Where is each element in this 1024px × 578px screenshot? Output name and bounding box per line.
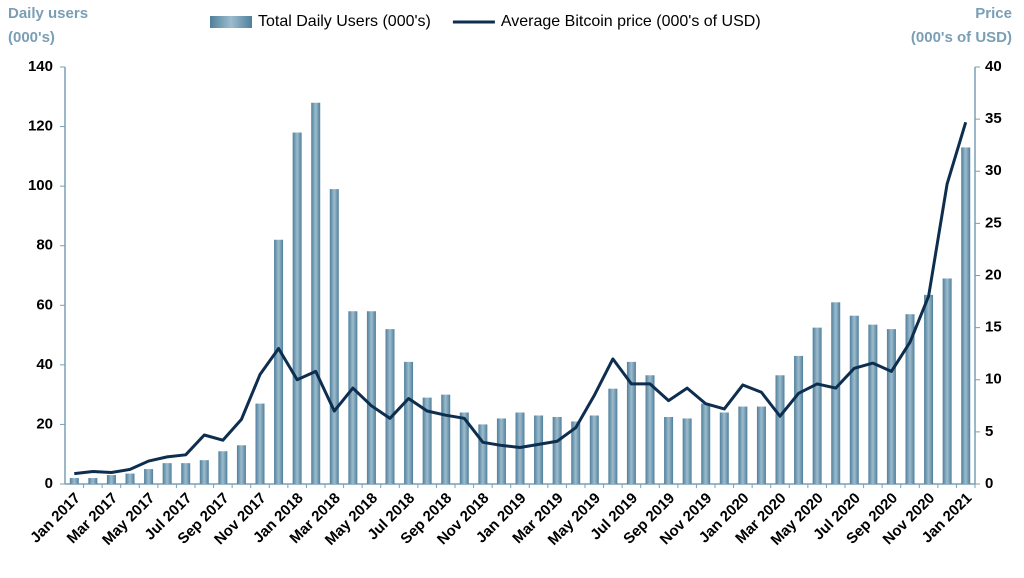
bar: [88, 478, 98, 484]
bar: [571, 421, 581, 484]
bar: [255, 403, 265, 484]
y-axis-title: (000's): [8, 29, 55, 46]
bar: [589, 415, 599, 484]
y2-axis-title: (000's of USD): [911, 29, 1012, 46]
bar: [125, 473, 135, 484]
bar: [366, 311, 376, 484]
legend-label: Average Bitcoin price (000's of USD): [501, 13, 761, 30]
bar: [608, 388, 618, 484]
y2-tick-label: 0: [985, 475, 993, 492]
bar: [181, 463, 191, 484]
y2-tick-label: 25: [985, 214, 1002, 231]
y-tick-label: 20: [36, 415, 53, 432]
y2-tick-label: 40: [985, 58, 1002, 75]
bar: [664, 416, 674, 484]
y-tick-label: 140: [28, 58, 53, 75]
bar: [422, 397, 432, 484]
bar: [348, 311, 358, 484]
y-axis-title: Daily users: [8, 5, 88, 22]
bar: [682, 418, 692, 484]
legend-swatch: [210, 16, 252, 28]
bar: [905, 314, 915, 484]
y2-tick-label: 30: [985, 162, 1002, 179]
y2-tick-label: 5: [985, 423, 993, 440]
y2-tick-label: 35: [985, 110, 1002, 127]
y-tick-label: 80: [36, 237, 53, 254]
bar: [849, 315, 859, 484]
y-tick-label: 0: [45, 475, 53, 492]
y-tick-label: 120: [28, 118, 53, 135]
bar: [496, 418, 506, 484]
bar: [236, 445, 246, 484]
bar: [552, 416, 562, 484]
bar: [756, 406, 766, 484]
bar: [645, 375, 655, 484]
y2-tick-label: 10: [985, 371, 1002, 388]
bar: [719, 412, 729, 484]
bar: [775, 375, 785, 484]
y-tick-label: 100: [28, 177, 53, 194]
bar: [311, 102, 321, 484]
bar: [459, 412, 469, 484]
bar: [385, 329, 395, 484]
y2-tick-label: 20: [985, 266, 1002, 283]
bar: [626, 361, 636, 484]
bar: [292, 132, 302, 484]
bar: [69, 478, 79, 484]
bar: [701, 403, 711, 484]
bar: [274, 239, 284, 484]
line: [74, 121, 968, 476]
bar: [942, 278, 952, 484]
bar: [218, 451, 228, 484]
bar: [812, 327, 822, 484]
bar: [106, 475, 116, 484]
bar: [738, 406, 748, 484]
bar: [162, 463, 172, 484]
bar: [441, 394, 451, 484]
bar: [886, 329, 896, 484]
y2-axis-title: Price: [975, 5, 1012, 22]
bar: [961, 147, 971, 484]
legend-label: Total Daily Users (000's): [258, 13, 431, 30]
bar: [478, 424, 488, 484]
bar: [329, 189, 339, 484]
bar: [199, 460, 209, 484]
y-tick-label: 40: [36, 356, 53, 373]
bar: [868, 324, 878, 484]
bar: [404, 361, 414, 484]
bar: [831, 302, 841, 484]
y-tick-label: 60: [36, 296, 53, 313]
bar: [534, 415, 544, 484]
y2-tick-label: 15: [985, 319, 1002, 336]
bar: [924, 294, 934, 484]
bar: [144, 469, 154, 484]
bar: [794, 355, 804, 484]
